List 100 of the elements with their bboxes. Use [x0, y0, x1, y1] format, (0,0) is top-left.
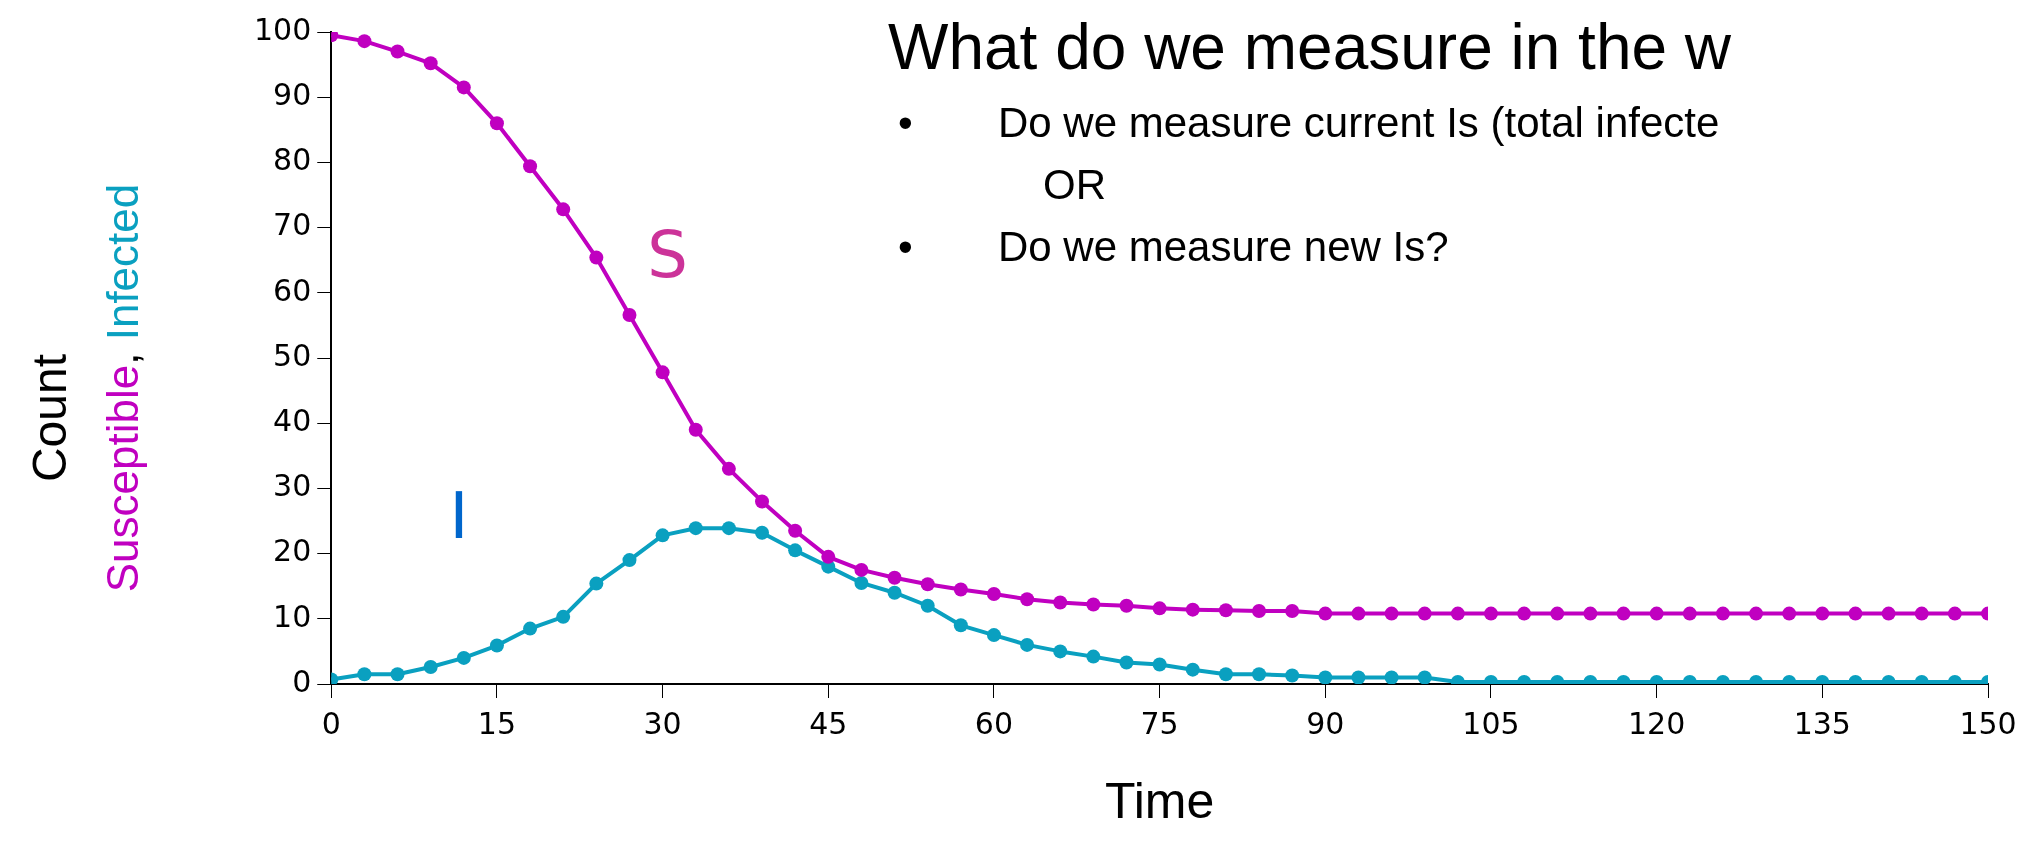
point: [1848, 606, 1863, 621]
y-tick-label: 70: [273, 207, 312, 243]
point: [1815, 606, 1830, 621]
y-tick-label: 100: [254, 11, 312, 47]
x-tick-label: 150: [1959, 705, 2017, 741]
point: [1450, 606, 1465, 621]
chart-title: What do we measure in the w: [888, 10, 1733, 85]
y-tick-label: 50: [273, 337, 312, 373]
point: [1384, 606, 1399, 621]
point: [1185, 602, 1200, 617]
point: [1583, 606, 1598, 621]
point: [854, 562, 869, 577]
point: [688, 422, 703, 437]
point: [688, 521, 703, 536]
point: [390, 667, 405, 682]
point: [423, 660, 438, 675]
point: [655, 365, 670, 380]
point: [556, 609, 571, 624]
point: [721, 461, 736, 476]
x-tick-label: 15: [477, 705, 517, 741]
y-tick-label: 20: [273, 533, 312, 569]
x-tick-label: 105: [1462, 705, 1520, 741]
point: [1218, 603, 1233, 618]
point: [1881, 606, 1896, 621]
point: [1749, 606, 1764, 621]
point: [1285, 668, 1300, 683]
point: [523, 621, 538, 636]
point: [357, 667, 372, 682]
y-tick-label: 40: [273, 403, 312, 438]
point: [1252, 603, 1267, 618]
point: [622, 553, 637, 568]
point: [1550, 606, 1565, 621]
point: [1086, 649, 1101, 664]
point: [1417, 606, 1432, 621]
x-tick-label: 60: [974, 705, 1014, 741]
point: [456, 80, 471, 95]
point: [1053, 644, 1068, 659]
text: ,: [98, 340, 148, 365]
point: [489, 116, 504, 131]
point: [1483, 606, 1498, 621]
point: [1152, 601, 1167, 616]
point: [887, 585, 902, 600]
point: [788, 523, 803, 538]
point: [1020, 637, 1035, 652]
point: [920, 598, 935, 613]
point: [721, 521, 736, 536]
point: [986, 587, 1001, 602]
point: [1185, 662, 1200, 677]
x-tick-label: 45: [809, 705, 848, 741]
x-tick-label: 90: [1306, 705, 1345, 741]
point: [1351, 606, 1366, 621]
annotation: S: [647, 217, 688, 292]
text: Susceptible: [98, 364, 148, 593]
point: [357, 34, 372, 49]
point: [423, 56, 438, 71]
point: [1318, 606, 1333, 621]
point: [887, 570, 902, 585]
x-tick-label: 30: [643, 705, 682, 741]
point: [1119, 598, 1134, 613]
point: [1914, 606, 1929, 621]
point: [755, 494, 770, 509]
x-tick-label: 120: [1628, 705, 1686, 741]
point: [788, 543, 803, 558]
text: • Do we measure new Is?: [898, 223, 1449, 270]
point: [1682, 606, 1697, 621]
y-tick-label: 60: [273, 272, 312, 308]
point: [1152, 657, 1167, 672]
point: [622, 307, 637, 322]
point: [821, 549, 836, 564]
point: [523, 159, 538, 174]
x-axis-title: Time: [1105, 772, 1215, 829]
point: [1947, 606, 1962, 621]
text: Infected: [98, 183, 148, 341]
point: [1616, 606, 1631, 621]
point: [953, 582, 968, 597]
point: [655, 528, 670, 543]
point: [1053, 595, 1068, 610]
point: [1318, 670, 1333, 684]
annotation: I: [449, 478, 469, 553]
point: [755, 525, 770, 540]
point: [920, 577, 935, 592]
point: [589, 576, 604, 591]
point: [1517, 606, 1532, 621]
y-tick-label: 10: [273, 598, 312, 634]
point: [953, 618, 968, 633]
point: [1218, 667, 1233, 682]
point: [1119, 655, 1134, 670]
point: [589, 250, 604, 265]
point: [1252, 667, 1267, 682]
point: [1086, 597, 1101, 612]
x-tick-label: 75: [1140, 705, 1179, 741]
point: [1351, 670, 1366, 684]
point: [1715, 606, 1730, 621]
point: [1417, 670, 1432, 684]
annotation: OR: [1042, 160, 1107, 210]
y-tick-label: 90: [273, 77, 312, 112]
point: [456, 650, 471, 665]
point: [1285, 603, 1300, 618]
x-tick-label: 0: [321, 705, 341, 741]
point: [489, 638, 504, 653]
